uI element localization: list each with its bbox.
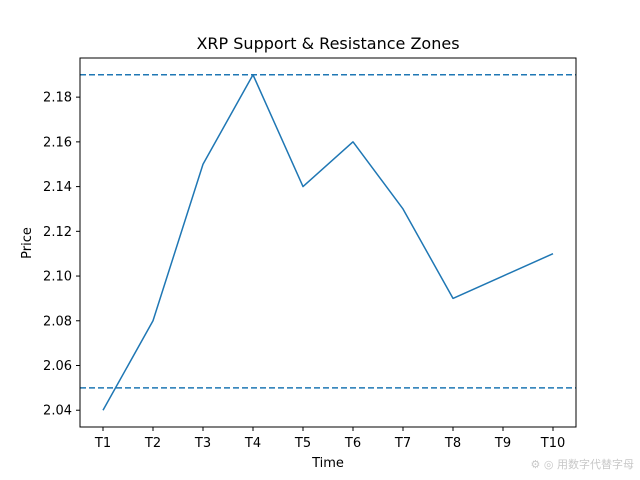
x-tick-label: T4 bbox=[244, 436, 261, 451]
watermark-icon: ⚙ ◎ bbox=[530, 458, 557, 471]
x-tick-label: T1 bbox=[94, 436, 111, 451]
y-tick-label: 2.12 bbox=[43, 225, 72, 240]
x-tick-label: T9 bbox=[494, 436, 511, 451]
reference-lines bbox=[80, 74, 576, 389]
y-tick-label: 2.10 bbox=[43, 270, 72, 285]
y-axis-ticks: 2.04 2.06 2.08 2.10 2.12 2.14 2.16 2.18 bbox=[43, 91, 80, 419]
watermark: ⚙ ◎ 用数字代替字母 bbox=[531, 456, 634, 472]
x-tick-label: T7 bbox=[394, 436, 411, 451]
x-tick-label: T5 bbox=[294, 436, 311, 451]
y-axis-label: Price bbox=[20, 227, 35, 259]
y-tick-label: 2.14 bbox=[43, 180, 72, 195]
y-tick-label: 2.08 bbox=[43, 314, 72, 329]
x-axis-label: Time bbox=[311, 456, 344, 471]
x-tick-label: T10 bbox=[540, 436, 565, 451]
x-tick-label: T8 bbox=[444, 436, 461, 451]
x-axis-ticks: T1 T2 T3 T4 T5 T6 T7 T8 T9 T10 bbox=[94, 427, 565, 451]
series-line-1 bbox=[102, 74, 554, 411]
x-tick-label: T3 bbox=[194, 436, 211, 451]
y-tick-label: 2.06 bbox=[43, 359, 72, 374]
y-tick-label: 2.04 bbox=[43, 404, 72, 419]
y-tick-label: 2.16 bbox=[43, 135, 72, 150]
plot-area-frame bbox=[79, 57, 577, 428]
price-series bbox=[102, 74, 554, 411]
chart-title: XRP Support & Resistance Zones bbox=[196, 34, 459, 53]
y-tick-label: 2.18 bbox=[43, 91, 72, 106]
x-tick-label: T2 bbox=[144, 436, 161, 451]
watermark-text: 用数字代替字母 bbox=[557, 458, 634, 471]
x-tick-label: T6 bbox=[344, 436, 361, 451]
